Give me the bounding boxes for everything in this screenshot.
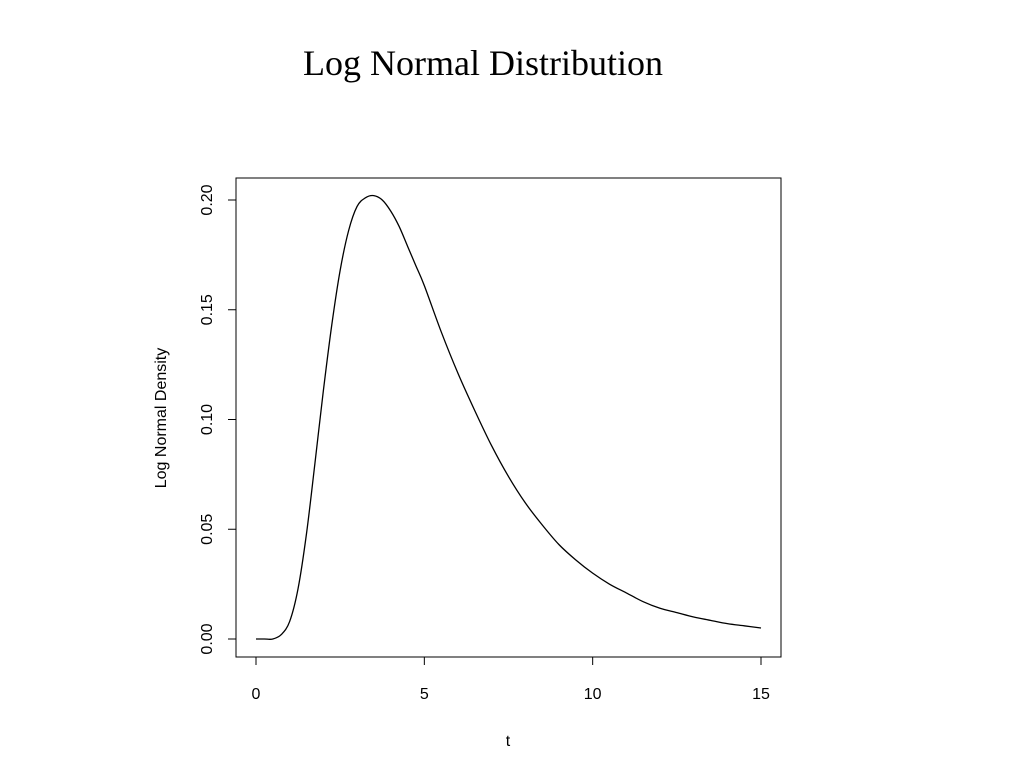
plot-frame <box>235 177 782 658</box>
y-tick-label: 0.10 <box>199 404 216 435</box>
x-tick-label: 5 <box>420 686 429 703</box>
y-tick-label: 0.05 <box>199 514 216 545</box>
x-tick-label: 0 <box>252 686 261 703</box>
x-tick-label: 10 <box>584 686 602 703</box>
y-axis-label: Log Normal Density <box>153 348 170 489</box>
x-tick-label: 15 <box>752 686 770 703</box>
x-axis-label: t <box>506 733 511 750</box>
x-axis: 0 5 10 15 <box>252 656 770 703</box>
slide-title: Log Normal Distribution <box>303 43 663 83</box>
y-axis: 0.00 0.05 0.10 0.15 0.20 <box>199 184 237 655</box>
density-curve <box>255 194 762 640</box>
y-tick-label: 0.20 <box>199 184 216 215</box>
y-tick-label: 0.00 <box>199 623 216 654</box>
y-tick-label: 0.15 <box>199 294 216 325</box>
